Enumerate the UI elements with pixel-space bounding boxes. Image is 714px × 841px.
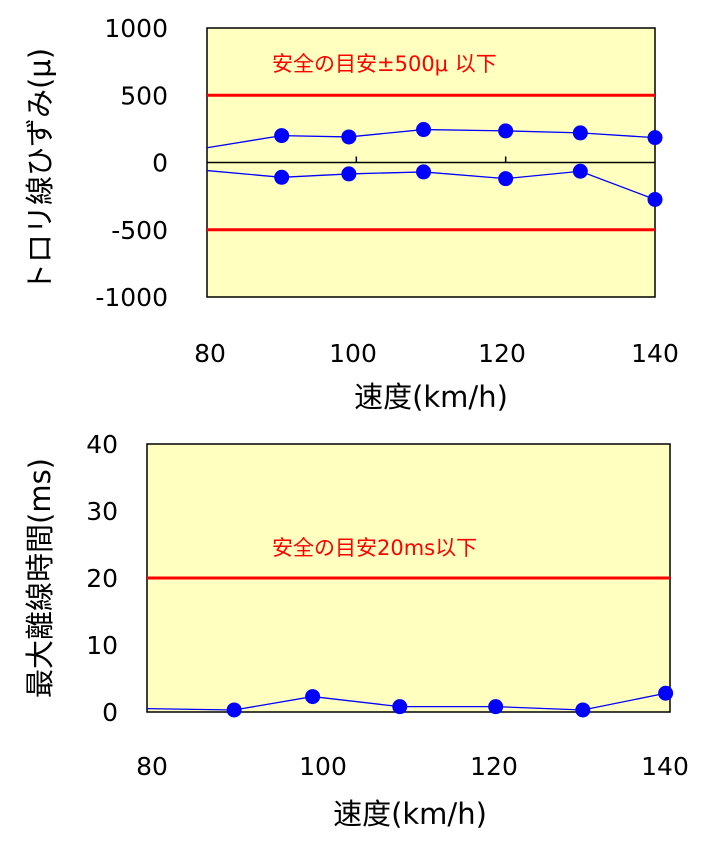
strain-x-axis-label: 速度(km/h) bbox=[354, 380, 508, 414]
strain-x-tick-label: 80 bbox=[194, 339, 226, 368]
strain-x-tick-label: 120 bbox=[478, 339, 526, 368]
loss-of-contact-series-0-point bbox=[575, 702, 591, 718]
loss-of-contact-series-0-point bbox=[392, 699, 408, 715]
strain-y-axis-label: トロリ線ひずみ(μ) bbox=[23, 48, 57, 292]
strain-marks bbox=[206, 93, 663, 232]
loss-of-contact-x-tick-label: 120 bbox=[470, 752, 518, 781]
strain-series-0-point bbox=[498, 123, 514, 139]
strain-series-1-point bbox=[498, 171, 514, 187]
loss-of-contact-y-ticks: 40 30 20 10 0 bbox=[86, 430, 118, 727]
strain-series-0-point bbox=[647, 130, 663, 146]
strain-x-ticks: 80 100 120 140 bbox=[194, 339, 679, 368]
loss-of-contact-marks bbox=[146, 576, 674, 718]
loss-of-contact-y-tick-label: 10 bbox=[86, 631, 118, 660]
loss-of-contact-series-0-point bbox=[658, 685, 674, 701]
loss-of-contact-series-0-point bbox=[226, 702, 242, 718]
strain-y-tick-label: 500 bbox=[120, 81, 168, 110]
strain-series-1-point bbox=[274, 169, 290, 185]
strain-safety-annotation: 安全の目安±500μ 以下 bbox=[272, 52, 497, 76]
strain-x-tick-label: 100 bbox=[329, 339, 377, 368]
strain-series-1-point bbox=[647, 191, 663, 207]
strain-y-ticks: 1000 500 0 -500 -1000 bbox=[95, 14, 168, 312]
strain-chart: 1000 500 0 -500 -1000 80 100 120 140 安全の目安±500μ… bbox=[23, 14, 679, 414]
strain-series-0-point bbox=[274, 128, 290, 144]
loss-of-contact-y-axis-label: 最大離線時間(ms) bbox=[23, 458, 57, 698]
loss-of-contact-x-axis-label: 速度(km/h) bbox=[333, 797, 487, 831]
loss-of-contact-y-tick-label: 40 bbox=[86, 430, 118, 459]
strain-series-1-point bbox=[572, 163, 588, 179]
loss-of-contact-x-tick-label: 100 bbox=[299, 752, 347, 781]
strain-series-0-point bbox=[572, 125, 588, 141]
strain-series-0-point bbox=[341, 129, 357, 145]
strain-series-1-point bbox=[341, 166, 357, 182]
loss-of-contact-x-ticks: 80 100 120 140 bbox=[136, 752, 689, 781]
loss-of-contact-x-tick-label: 80 bbox=[136, 752, 168, 781]
strain-y-tick-label: -1000 bbox=[95, 283, 168, 312]
loss-of-contact-series-0-point bbox=[305, 689, 321, 705]
loss-of-contact-x-tick-label: 140 bbox=[641, 752, 689, 781]
strain-x-tick-label: 140 bbox=[631, 339, 679, 368]
strain-y-tick-label: -500 bbox=[111, 216, 168, 245]
loss-of-contact-series-0-point bbox=[488, 699, 504, 715]
loss-of-contact-y-tick-label: 30 bbox=[86, 497, 118, 526]
strain-y-tick-label: 0 bbox=[152, 149, 168, 178]
strain-y-tick-label: 1000 bbox=[104, 14, 168, 43]
strain-series-1-point bbox=[416, 164, 432, 180]
loss-of-contact-y-tick-label: 20 bbox=[86, 564, 118, 593]
loss-of-contact-safety-annotation: 安全の目安20ms以下 bbox=[272, 536, 477, 560]
strain-series-0-point bbox=[416, 122, 432, 138]
loss-of-contact-y-tick-label: 0 bbox=[102, 698, 118, 727]
